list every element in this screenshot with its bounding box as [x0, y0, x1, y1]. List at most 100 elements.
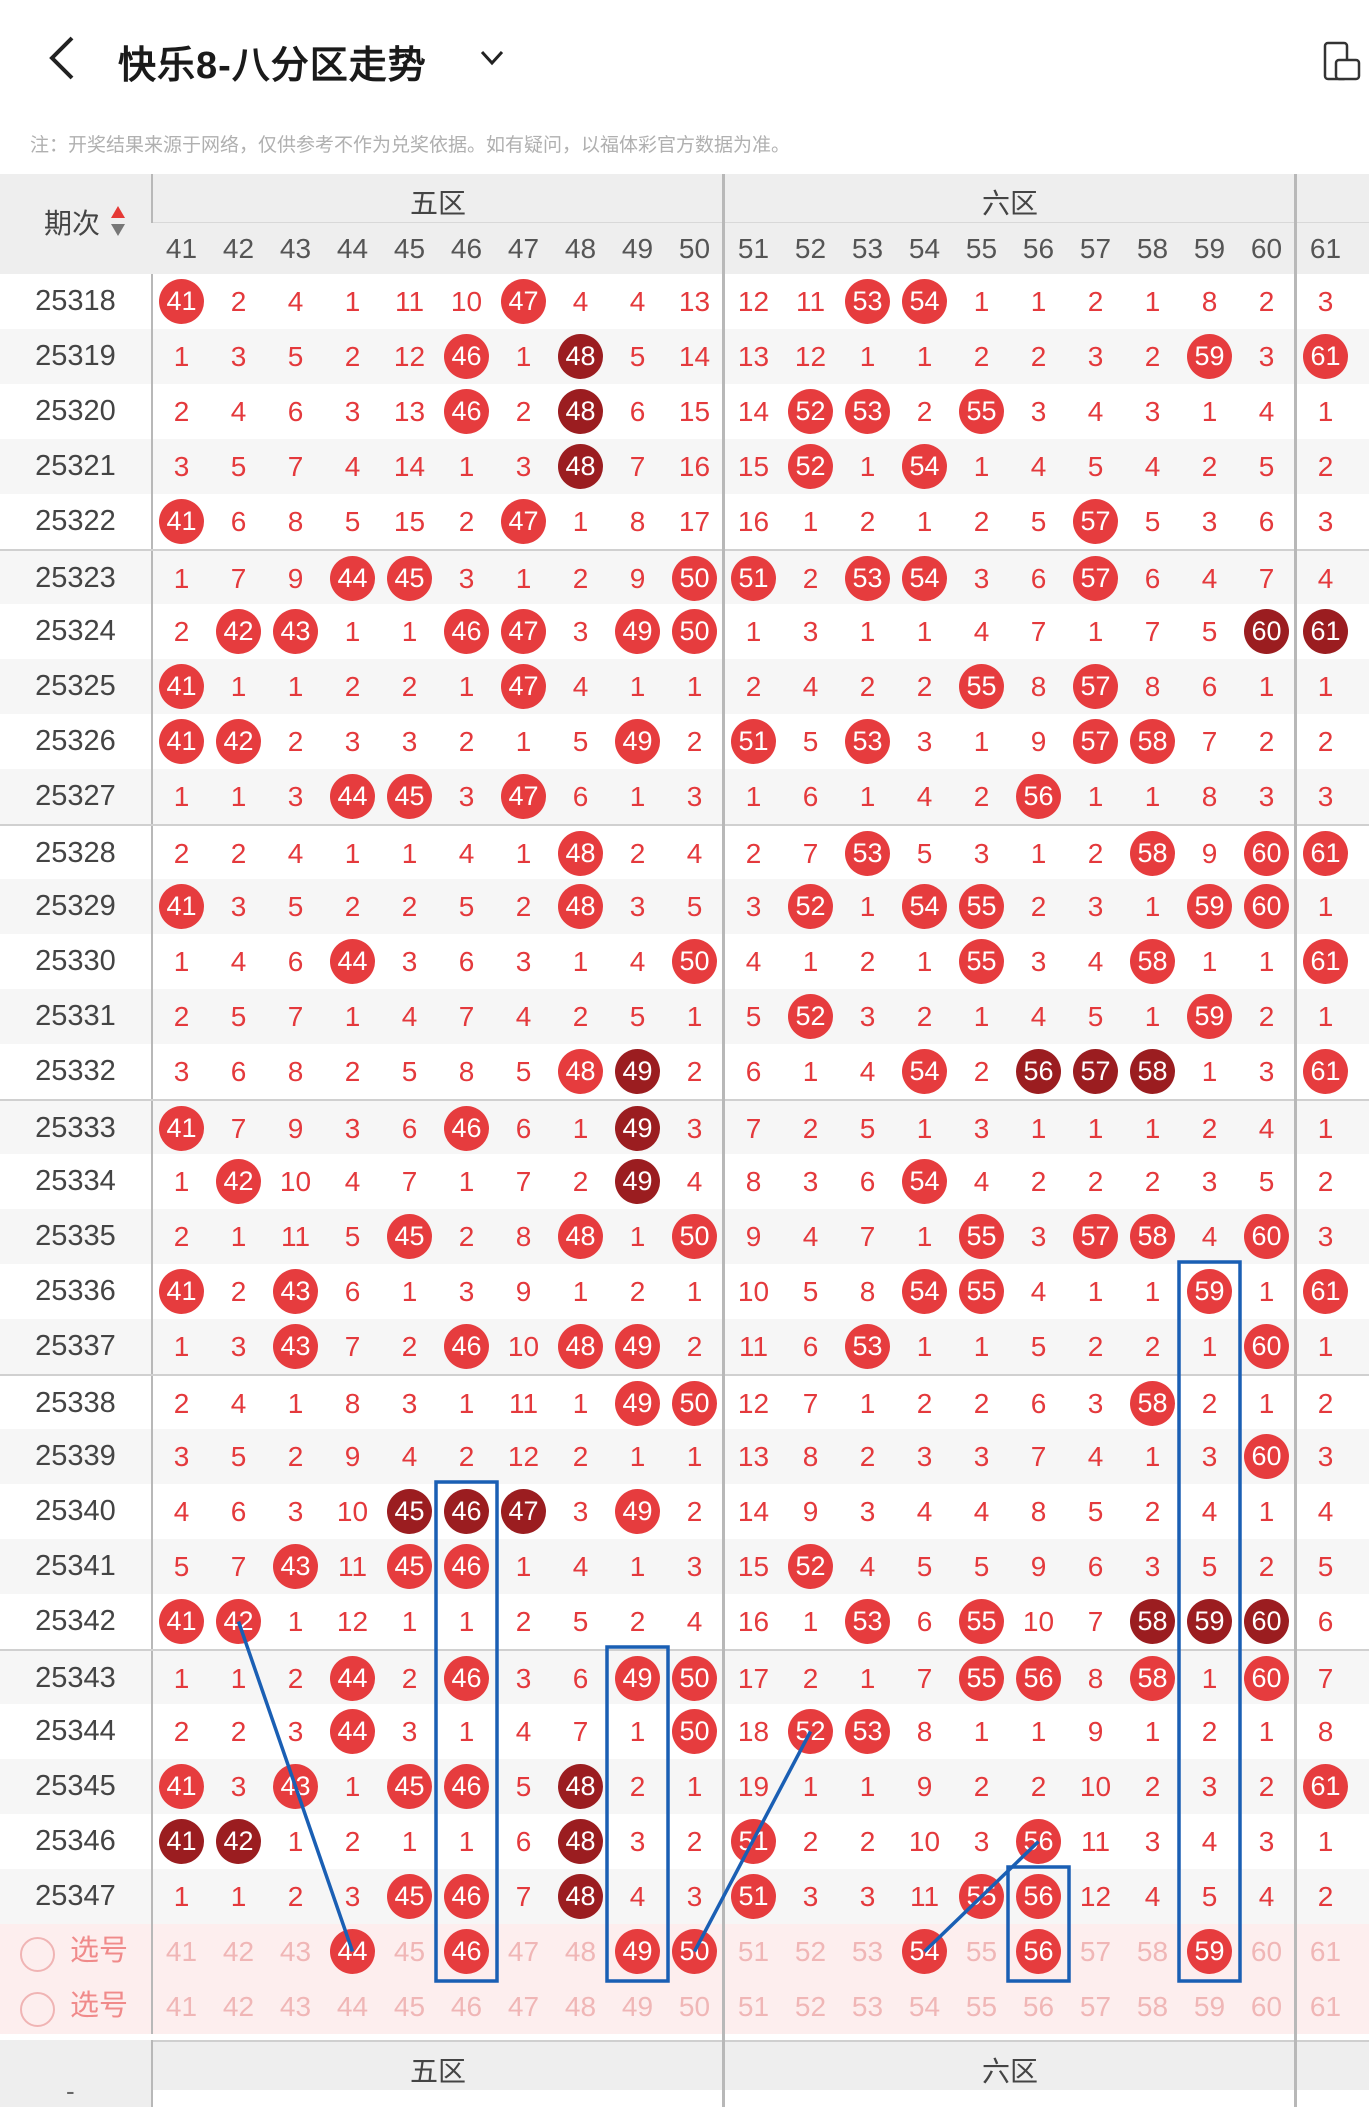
omission-value: 4 [1144, 451, 1161, 482]
omission-value: 3 [1258, 341, 1275, 372]
select-number-55[interactable]: 55 [965, 1936, 998, 1967]
select-number-48[interactable]: 48 [564, 1936, 597, 1967]
omission-value: 1 [344, 1771, 361, 1802]
selected-number-ball[interactable]: 59 [1187, 1929, 1232, 1974]
select-number-58[interactable]: 58 [1136, 1936, 1169, 1967]
select-number-46[interactable]: 46 [450, 1991, 483, 2022]
number-ball: 43 [273, 1269, 318, 1314]
select-number-41[interactable]: 41 [165, 1936, 198, 1967]
zone-divider [722, 174, 725, 2107]
select-number-46[interactable]: 46 [438, 1924, 495, 1979]
omission-value: 1 [572, 506, 589, 537]
select-number-52[interactable]: 52 [794, 1936, 827, 1967]
drawn-number-ball: 61 [1297, 604, 1354, 659]
omission-value: 8 [344, 1388, 361, 1419]
select-number-42[interactable]: 42 [222, 1991, 255, 2022]
omission-value: 4 [1030, 1276, 1047, 1307]
omission-value: 5 [1201, 1551, 1218, 1582]
select-number-58[interactable]: 58 [1136, 1991, 1169, 2022]
period-header[interactable]: 期次 [0, 174, 153, 274]
select-number-59[interactable]: 59 [1181, 1924, 1238, 1979]
select-number-47[interactable]: 47 [507, 1936, 540, 1967]
drawn-number-ball: 49 [609, 714, 666, 769]
select-number-45[interactable]: 45 [393, 1991, 426, 2022]
selected-number-ball[interactable]: 49 [615, 1929, 660, 1974]
select-number-60[interactable]: 60 [1250, 1991, 1283, 2022]
drawn-number-ball: 49 [609, 1376, 666, 1431]
select-number-51[interactable]: 51 [737, 1936, 770, 1967]
select-number-56[interactable]: 56 [1010, 1924, 1067, 1979]
select-number-55[interactable]: 55 [965, 1991, 998, 2022]
select-number-43[interactable]: 43 [279, 1936, 312, 1967]
omission-value: 1 [1087, 781, 1104, 812]
selection-row[interactable]: 选号 41 42 43 44 45 46 47 48 49 50 51 52 53 54 55 56 57 58 59… [0, 1924, 1369, 1979]
selected-number-ball[interactable]: 56 [1016, 1929, 1061, 1974]
select-number-49[interactable]: 49 [621, 1991, 654, 2022]
select-number-53[interactable]: 53 [851, 1991, 884, 2022]
omission-value: 4 [287, 838, 304, 869]
select-number-49[interactable]: 49 [609, 1924, 666, 1979]
omission-value: 1 [1144, 1276, 1161, 1307]
select-number-57[interactable]: 57 [1079, 1936, 1112, 1967]
select-number-41[interactable]: 41 [165, 1991, 198, 2022]
select-number-52[interactable]: 52 [794, 1991, 827, 2022]
select-number-50[interactable]: 50 [666, 1924, 723, 1979]
sort-icon[interactable] [110, 204, 126, 238]
omission-value: 1 [173, 946, 190, 977]
selected-number-ball[interactable]: 54 [902, 1929, 947, 1974]
omission-value: 1 [1317, 1113, 1334, 1144]
column-header-61: 61 [1309, 233, 1342, 264]
omission-value: 4 [344, 451, 361, 482]
omission-value: 2 [287, 1881, 304, 1912]
select-number-56[interactable]: 56 [1022, 1991, 1055, 2022]
omission-value: 2 [1258, 726, 1275, 757]
selection-row-label[interactable]: 选号 [0, 1924, 153, 1979]
drawn-number-ball: 59 [1181, 1594, 1238, 1649]
omission-value: 1 [859, 781, 876, 812]
selected-number-ball[interactable]: 50 [672, 1929, 717, 1974]
select-number-59[interactable]: 59 [1193, 1991, 1226, 2022]
radio-circle-icon[interactable] [20, 1937, 55, 1972]
selected-number-ball[interactable]: 44 [330, 1929, 375, 1974]
omission-value: 14 [393, 451, 426, 482]
select-number-53[interactable]: 53 [851, 1936, 884, 1967]
chevron-down-icon[interactable] [478, 46, 506, 70]
omission-value: 2 [458, 726, 475, 757]
select-number-57[interactable]: 57 [1079, 1991, 1112, 2022]
number-ball: 56 [1016, 1656, 1061, 1701]
screen-rotate-icon[interactable] [1322, 40, 1362, 82]
select-number-54[interactable]: 54 [896, 1924, 953, 1979]
selection-row[interactable]: 选号 41 42 43 44 45 46 47 48 49 50 51 52 53 54 55 56 57 58 59… [0, 1979, 1369, 2034]
select-number-61[interactable]: 61 [1309, 1936, 1342, 1967]
selected-number-ball[interactable]: 46 [444, 1929, 489, 1974]
omission-value: 11 [508, 1388, 539, 1419]
omission-value: 2 [859, 506, 876, 537]
select-number-50[interactable]: 50 [678, 1991, 711, 2022]
drawn-number-ball: 56 [1010, 1651, 1067, 1706]
radio-circle-icon[interactable] [20, 1992, 55, 2027]
select-number-44[interactable]: 44 [336, 1991, 369, 2022]
select-number-60[interactable]: 60 [1250, 1936, 1283, 1967]
select-number-43[interactable]: 43 [279, 1991, 312, 2022]
omission-value: 1 [230, 1881, 247, 1912]
number-ball: 60 [1244, 831, 1289, 876]
omission-value: 2 [1201, 1113, 1218, 1144]
omission-value: 1 [173, 563, 190, 594]
table-row: 25326 41 42 2 3 3 2 1 5 49 2 51 5 53 3 1 9 57 58 7 2 2 [0, 714, 1369, 769]
selection-row-label[interactable]: 选号 [0, 1979, 153, 2034]
select-number-42[interactable]: 42 [222, 1936, 255, 1967]
chevron-left-icon[interactable] [44, 34, 80, 82]
omission-value: 3 [401, 1388, 418, 1419]
select-number-44[interactable]: 44 [324, 1924, 381, 1979]
omission-value: 1 [1258, 946, 1275, 977]
select-number-45[interactable]: 45 [393, 1936, 426, 1967]
select-number-47[interactable]: 47 [507, 1991, 540, 2022]
select-number-61[interactable]: 61 [1309, 1991, 1342, 2022]
omission-value: 8 [1317, 1716, 1334, 1747]
select-number-54[interactable]: 54 [908, 1991, 941, 2022]
number-ball: 49 [615, 1159, 660, 1204]
number-ball: 44 [330, 774, 375, 819]
select-number-51[interactable]: 51 [737, 1991, 770, 2022]
drawn-number-ball: 41 [153, 1814, 210, 1869]
select-number-48[interactable]: 48 [564, 1991, 597, 2022]
